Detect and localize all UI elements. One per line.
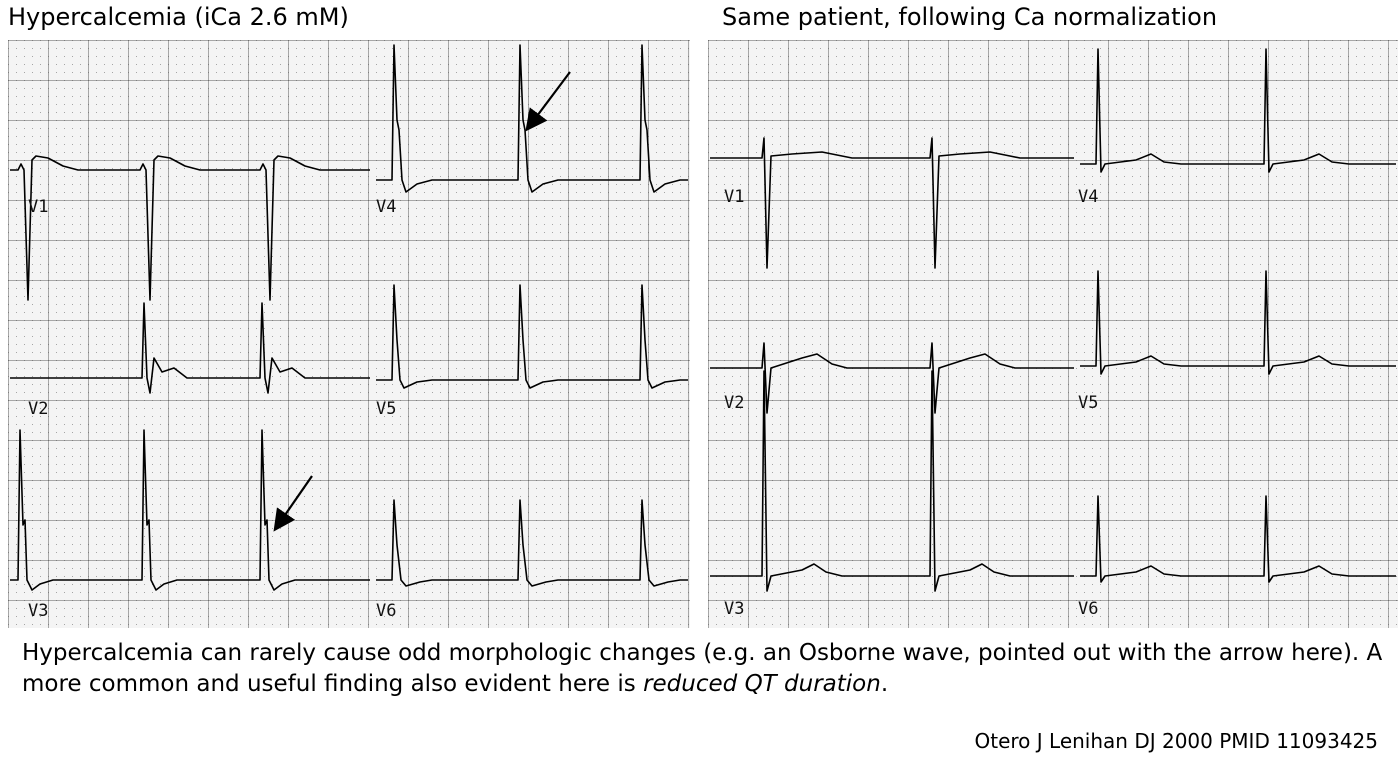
ecg-trace-v5: [1080, 270, 1396, 375]
ecg-trace-v3: [10, 429, 370, 591]
ecg-panel-hypercalcemia: V1 V2 V3 V4 V5 V6: [8, 40, 690, 628]
lead-label-v1: V1: [28, 197, 48, 217]
ecg-trace-v1: [710, 137, 1074, 269]
ecg-trace-v2: [10, 302, 370, 394]
lead-label-v4: V4: [376, 197, 396, 217]
ecg-trace-v1: [10, 155, 370, 301]
ecg-trace-v5: [376, 284, 688, 389]
caption-end: .: [880, 671, 889, 697]
left-panel-title: Hypercalcemia (iCa 2.6 mM): [8, 3, 349, 31]
lead-label-v5: V5: [376, 399, 396, 419]
lead-label-v4: V4: [1078, 187, 1098, 207]
lead-label-v2: V2: [28, 399, 48, 419]
ecg-trace-v3: [710, 370, 1074, 592]
caption: Hypercalcemia can rarely cause odd morph…: [22, 638, 1392, 700]
lead-label-v3: V3: [28, 601, 48, 621]
citation: Otero J Lenihan DJ 2000 PMID 11093425: [974, 729, 1379, 753]
ecg-trace-v4: [376, 44, 688, 193]
ecg-trace-v2: [710, 342, 1074, 414]
right-panel-title: Same patient, following Ca normalization: [722, 3, 1218, 31]
arrow-icon-v4: [525, 71, 571, 132]
lead-label-v6: V6: [1078, 599, 1098, 619]
lead-label-v1: V1: [724, 187, 744, 207]
arrow-icon-v3: [273, 475, 313, 532]
caption-emphasis: reduced QT duration: [643, 671, 881, 697]
lead-label-v2: V2: [724, 393, 744, 413]
ecg-strip-hypercalcemia: V1 V2 V3 V4 V5 V6: [8, 40, 690, 628]
ecg-trace-v4: [1080, 48, 1396, 173]
lead-label-v6: V6: [376, 601, 396, 621]
lead-label-v3: V3: [724, 599, 744, 619]
ecg-trace-v6: [1080, 495, 1396, 583]
lead-label-v5: V5: [1078, 393, 1098, 413]
ecg-panel-normalized: V1 V2 V3 V4 V5 V6: [708, 40, 1398, 628]
ecg-strip-normalized: V1 V2 V3 V4 V5 V6: [708, 40, 1398, 628]
ecg-trace-v6: [376, 499, 688, 587]
caption-text: Hypercalcemia can rarely cause odd morph…: [22, 640, 1383, 697]
